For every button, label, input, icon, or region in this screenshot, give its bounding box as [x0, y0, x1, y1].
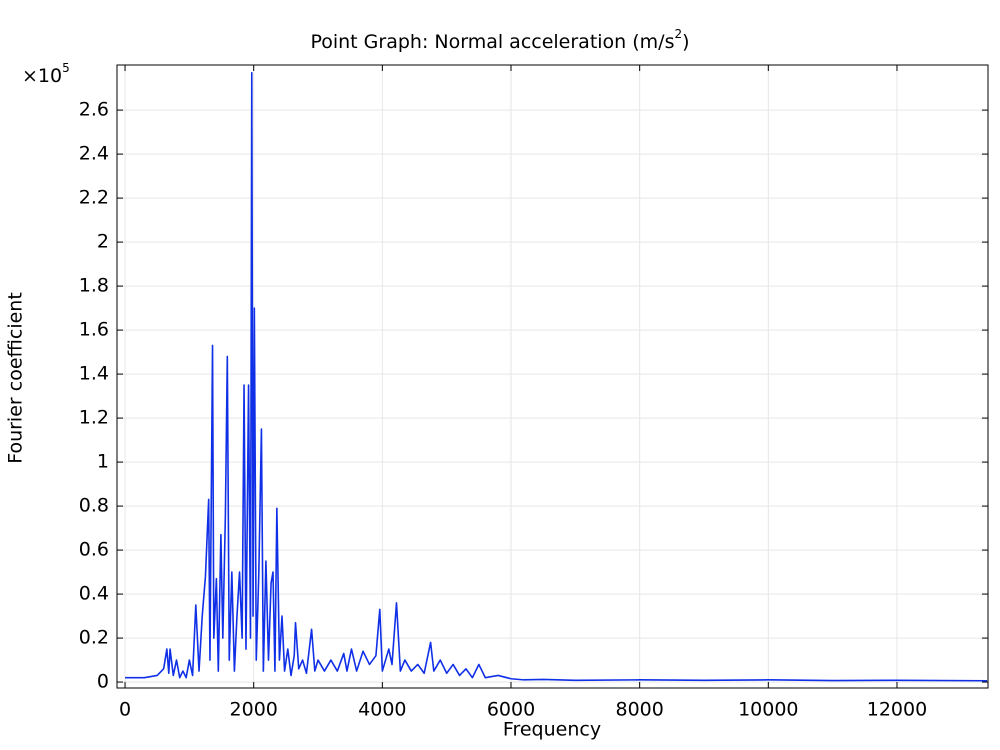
plot-frame: [116, 64, 989, 689]
y-tick-label: 1.4: [79, 363, 109, 385]
y-tick-label: 2: [97, 231, 109, 253]
x-tick-label: 4000: [358, 699, 406, 721]
y-tick-label: 0.4: [79, 583, 109, 605]
x-tick-label: 10000: [738, 699, 798, 721]
chart-title: Point Graph: Normal acceleration (m/s2): [310, 27, 689, 53]
multiplier-text: ×10: [22, 65, 62, 87]
y-tick-label: 2.2: [79, 187, 109, 209]
y-tick-label: 1.6: [79, 319, 109, 341]
title-end: ): [682, 31, 689, 53]
y-tick-label: 1.8: [79, 275, 109, 297]
x-tick-label: 2000: [230, 699, 278, 721]
y-tick-label: 2.6: [79, 99, 109, 121]
y-tick-label: 2.4: [79, 143, 109, 165]
y-tick-label: 0.8: [79, 495, 109, 517]
x-axis-label: Frequency: [503, 719, 601, 741]
x-tick-label: 6000: [487, 699, 535, 721]
title-text: Point Graph: Normal acceleration (m/s: [310, 31, 674, 53]
title-superscript: 2: [674, 27, 682, 41]
data-line: [125, 71, 988, 682]
multiplier-exponent: 5: [62, 61, 70, 75]
y-tick-label: 0: [97, 671, 109, 693]
x-tick-label: 8000: [615, 699, 663, 721]
y-tick-label: 1: [97, 451, 109, 473]
x-tick-label: 0: [119, 699, 131, 721]
y-multiplier: ×105: [22, 61, 70, 87]
y-tick-label: 0.2: [79, 627, 109, 649]
y-tick-label: 0.6: [79, 539, 109, 561]
y-tick-label: 1.2: [79, 407, 109, 429]
y-axis-label: Fourier coefficient: [5, 292, 27, 464]
x-tick-label: 12000: [867, 699, 927, 721]
